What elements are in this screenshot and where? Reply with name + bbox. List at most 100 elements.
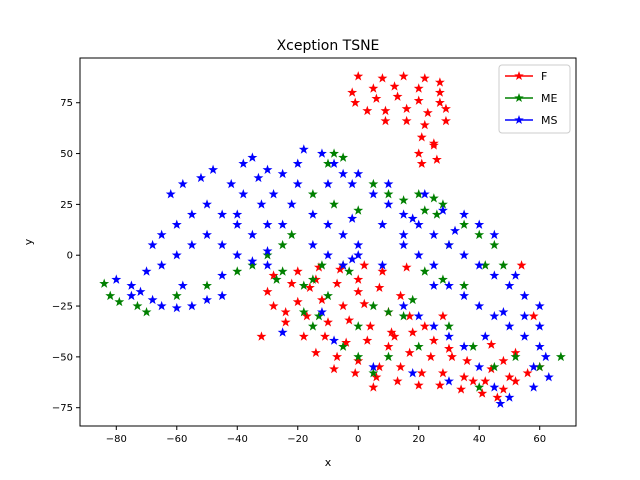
point-f-87 xyxy=(462,355,473,366)
point-f-89 xyxy=(504,372,515,382)
point-ms-33 xyxy=(268,189,279,199)
point-ms-46 xyxy=(329,158,339,168)
x-tick-label: 0 xyxy=(355,434,361,445)
point-ms-123 xyxy=(347,254,358,264)
point-f-98 xyxy=(256,331,267,341)
point-ms-95 xyxy=(474,219,485,229)
point-f-100 xyxy=(528,311,539,321)
point-ms-68 xyxy=(353,168,364,179)
point-ms-3 xyxy=(135,286,146,297)
x-tick-label: 60 xyxy=(533,434,546,445)
point-me-18 xyxy=(307,321,318,331)
point-me-10 xyxy=(277,239,288,250)
point-f-104 xyxy=(401,262,412,272)
point-ms-74 xyxy=(459,290,470,301)
point-ms-12 xyxy=(186,239,197,250)
point-me-43 xyxy=(419,266,430,276)
point-me-32 xyxy=(428,193,439,203)
point-me-6 xyxy=(202,280,212,290)
point-f-33 xyxy=(335,264,346,274)
point-ms-59 xyxy=(519,290,530,301)
point-ms-6 xyxy=(171,302,182,313)
point-me-51 xyxy=(368,367,379,378)
point-ms-36 xyxy=(323,219,333,229)
point-ms-48 xyxy=(347,178,358,189)
point-f-39 xyxy=(353,274,364,284)
point-ms-115 xyxy=(147,239,158,250)
point-ms-94 xyxy=(489,229,500,240)
point-ms-34 xyxy=(286,199,297,209)
point-ms-9 xyxy=(217,290,228,301)
point-ms-112 xyxy=(353,250,364,260)
point-ms-11 xyxy=(171,250,182,260)
x-tick-label: −80 xyxy=(106,434,127,445)
point-f-78 xyxy=(413,380,424,390)
point-me-44 xyxy=(407,294,418,305)
point-f-54 xyxy=(386,327,397,337)
point-ms-80 xyxy=(540,351,551,362)
point-ms-75 xyxy=(474,300,485,311)
point-me-45 xyxy=(398,311,409,321)
point-ms-58 xyxy=(504,280,515,290)
point-f-15 xyxy=(362,105,373,116)
point-me-16 xyxy=(344,266,355,276)
point-ms-88 xyxy=(428,321,439,331)
point-ms-27 xyxy=(177,178,188,189)
point-ms-81 xyxy=(543,372,554,382)
point-f-52 xyxy=(344,315,355,325)
point-f-50 xyxy=(301,311,312,321)
point-f-4 xyxy=(434,77,445,87)
point-ms-119 xyxy=(528,361,539,372)
point-f-29 xyxy=(428,138,439,148)
point-ms-5 xyxy=(156,300,167,311)
point-ms-114 xyxy=(177,280,188,290)
point-f-14 xyxy=(434,97,445,107)
point-ms-21 xyxy=(202,199,212,209)
point-ms-20 xyxy=(186,209,197,219)
point-ms-17 xyxy=(262,245,273,256)
point-me-26 xyxy=(329,199,339,209)
point-me-53 xyxy=(413,341,424,351)
point-f-94 xyxy=(353,286,364,297)
point-ms-73 xyxy=(444,280,454,290)
point-me-34 xyxy=(431,209,442,219)
x-tick-label: −20 xyxy=(287,434,308,445)
scatter-points xyxy=(99,71,566,408)
point-me-54 xyxy=(444,321,454,331)
y-axis-ticks: −75 −50 −25 0 25 50 75 xyxy=(52,98,80,414)
point-ms-19 xyxy=(171,219,182,229)
legend-label-f: F xyxy=(541,70,547,83)
point-me-12 xyxy=(307,274,318,284)
point-ms-47 xyxy=(338,168,349,179)
point-f-106 xyxy=(498,355,509,366)
chart-title: Xception TSNE xyxy=(277,38,380,54)
point-me-56 xyxy=(489,361,500,372)
point-ms-83 xyxy=(504,392,515,402)
point-f-13 xyxy=(413,95,424,105)
point-f-5 xyxy=(347,87,358,97)
point-ms-42 xyxy=(277,168,288,179)
point-f-67 xyxy=(353,355,364,366)
point-f-55 xyxy=(407,327,418,337)
point-f-30 xyxy=(268,270,279,280)
point-ms-78 xyxy=(519,331,530,341)
point-ms-90 xyxy=(398,300,409,311)
point-f-66 xyxy=(332,351,343,362)
point-f-90 xyxy=(468,376,479,386)
point-me-52 xyxy=(383,351,394,362)
point-f-80 xyxy=(456,384,467,394)
x-tick-label: 40 xyxy=(473,434,486,445)
x-axis-label: x xyxy=(325,456,332,469)
point-ms-102 xyxy=(317,306,327,317)
point-f-97 xyxy=(280,306,291,317)
point-f-9 xyxy=(434,87,445,97)
point-f-6 xyxy=(368,83,379,93)
point-me-60 xyxy=(474,382,485,392)
point-ms-44 xyxy=(298,144,309,154)
point-me-11 xyxy=(286,229,297,240)
point-f-63 xyxy=(425,351,436,362)
series-ms xyxy=(111,144,554,408)
axes-box xyxy=(79,57,577,427)
point-ms-82 xyxy=(528,382,539,392)
point-me-8 xyxy=(247,260,258,270)
